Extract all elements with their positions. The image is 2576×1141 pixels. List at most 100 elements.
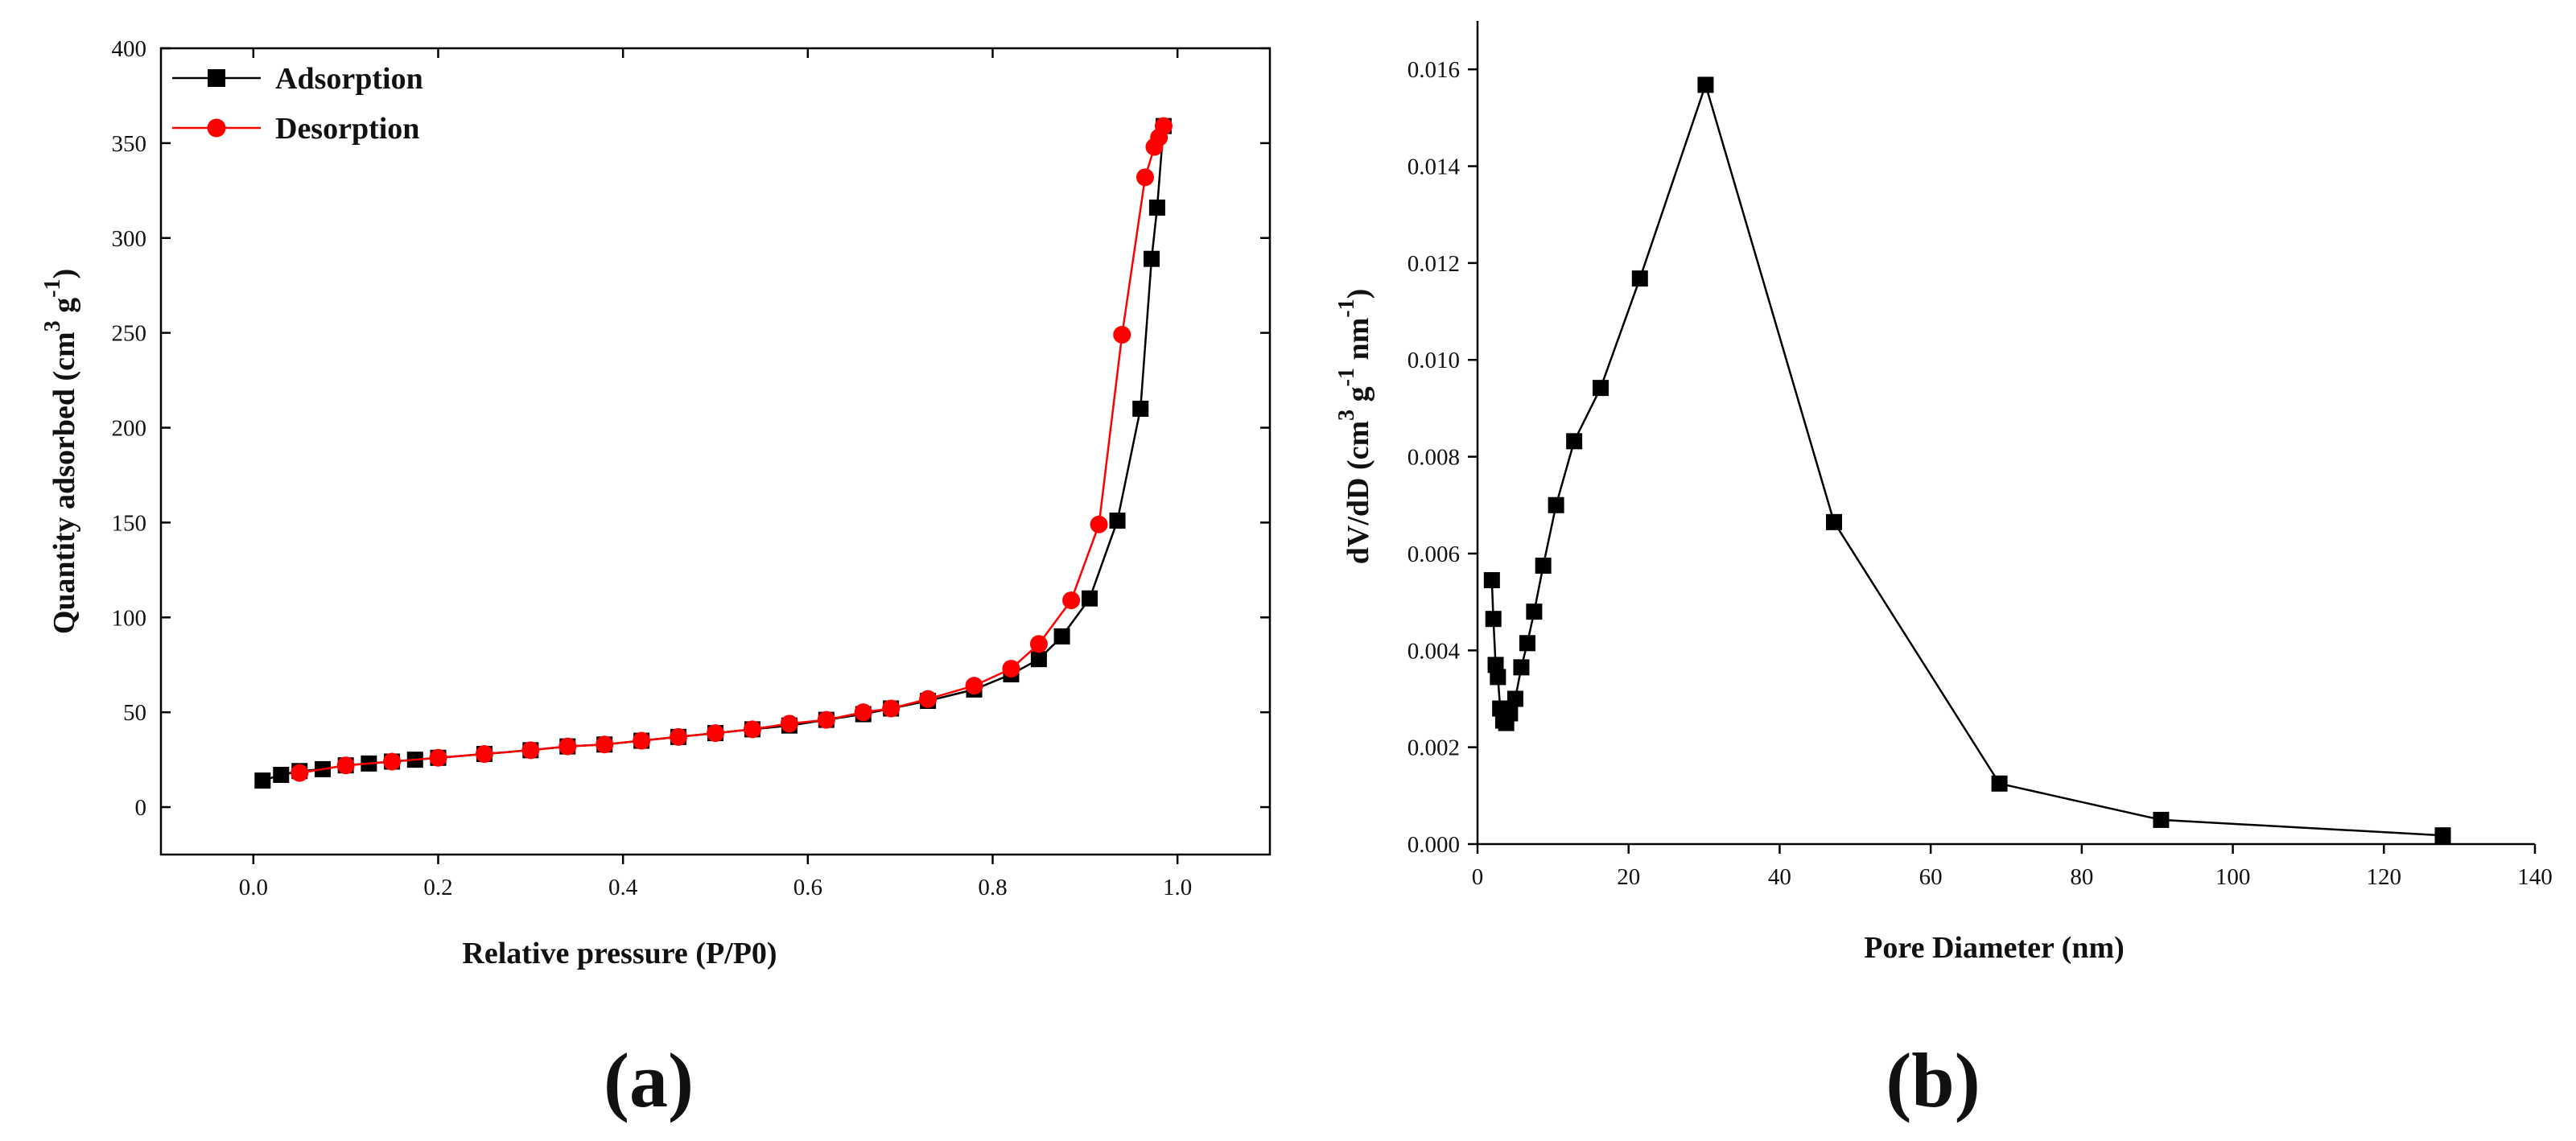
ticks-b: 0 20 40 60 80 100 120 140 0.000 0.002 0.004 0.006 0.…: [1408, 57, 2553, 890]
data-point: [1697, 76, 1714, 93]
legend-desorption-label: Desorption: [275, 112, 419, 146]
data-point: [707, 724, 724, 743]
data-point: [1490, 669, 1506, 686]
data-point: [1487, 657, 1504, 673]
data-point: [2434, 827, 2451, 844]
data-point: [273, 766, 290, 783]
data-point: [919, 690, 938, 708]
data-point: [1519, 635, 1535, 652]
x-tick-label: 20: [1617, 864, 1640, 890]
y-axis-title-b: dV/dD (cm3 g-1 nm-1): [1334, 289, 1375, 565]
legend: Adsorption Desorption: [172, 62, 423, 146]
data-point: [1082, 590, 1098, 607]
y-tick-label: 0.000: [1408, 832, 1460, 858]
data-point: [2153, 811, 2170, 828]
data-point: [1148, 200, 1165, 216]
data-point: [1154, 117, 1173, 135]
data-point: [1991, 775, 2008, 792]
data-point: [1485, 611, 1502, 628]
pore-size-distribution-chart: 0 20 40 60 80 100 120 140 0.000 0.002 0.004 0.006 0.…: [1334, 21, 2553, 1123]
series-line-pore-size-distribution: [1490, 81, 2443, 837]
x-tick-label: 100: [2215, 864, 2251, 890]
data-point: [965, 677, 983, 695]
x-tick-label: 0: [1472, 864, 1484, 890]
x-tick-label: 1.0: [1163, 875, 1192, 900]
x-tick-label: 0.8: [978, 875, 1007, 900]
x-tick-label: 0.6: [793, 875, 822, 900]
data-point: [882, 699, 901, 718]
x-tick-label: 80: [2070, 864, 2093, 890]
x-tick-label: 0.0: [239, 875, 268, 900]
y-tick-label: 0.016: [1408, 57, 1460, 83]
data-point: [475, 745, 493, 764]
x-tick-label: 60: [1919, 864, 1943, 890]
plot-frame-a: [159, 47, 1272, 856]
data-point: [1144, 250, 1160, 267]
data-point: [1631, 270, 1648, 287]
data-point: [1053, 628, 1070, 645]
data-point: [817, 711, 835, 729]
data-point: [1136, 168, 1154, 187]
x-tick-label: 0.4: [608, 875, 638, 900]
data-point: [780, 715, 798, 733]
data-point: [1030, 651, 1047, 668]
data-point: [1002, 659, 1020, 678]
y-tick-label: 200: [112, 416, 147, 442]
data-point: [1090, 515, 1108, 533]
data-point: [743, 720, 761, 739]
y-axis-title-a: Quantity adsorbed (cm3 g-1): [40, 269, 81, 634]
legend-desorption-marker: [207, 118, 226, 138]
y-tick-label: 0.006: [1408, 542, 1460, 567]
x-axis-title-a: Relative pressure (P/P0): [462, 937, 777, 970]
data-point: [1506, 690, 1523, 707]
x-tick-label: 0.2: [423, 875, 452, 900]
data-point: [1483, 572, 1500, 589]
ticks-a: 0.0 0.2 0.4 0.6 0.8 1.0 0 50 100 150 200 250 300 350 4…: [112, 36, 1270, 900]
y-tick-label: 0.014: [1408, 154, 1461, 180]
x-axis-title-b: Pore Diameter (nm): [1864, 931, 2125, 965]
data-point: [558, 737, 577, 756]
data-point: [1062, 591, 1081, 610]
data-point: [633, 731, 651, 750]
y-tick-label: 50: [123, 700, 146, 726]
panel-label-b: (b): [1886, 1037, 1980, 1123]
adsorption-isotherm-chart: 0.0 0.2 0.4 0.6 0.8 1.0 0 50 100 150 200 250 300 350 4…: [40, 36, 1272, 1123]
data-point: [670, 727, 688, 746]
y-tick-label: 250: [112, 321, 147, 347]
data-point: [1513, 659, 1530, 676]
data-point: [1029, 635, 1048, 653]
y-tick-label: 100: [112, 605, 147, 631]
y-tick-label: 300: [112, 226, 147, 252]
data-point: [1826, 513, 1843, 530]
y-tick-label: 0.012: [1408, 251, 1460, 277]
data-point: [1535, 557, 1552, 574]
x-tick-label: 40: [1768, 864, 1791, 890]
y-tick-label: 0.008: [1408, 445, 1460, 471]
y-tick-label: 0.010: [1408, 348, 1460, 373]
data-point: [383, 752, 402, 771]
y-tick-label: 0: [135, 795, 147, 821]
data-point: [854, 703, 872, 722]
data-point: [254, 772, 271, 789]
legend-adsorption-marker: [208, 69, 225, 87]
data-point: [1113, 326, 1131, 344]
series-a: [254, 117, 1173, 789]
data-point: [1592, 380, 1609, 397]
x-tick-label: 120: [2367, 864, 2402, 890]
y-tick-label: 150: [112, 510, 147, 536]
data-point: [429, 748, 447, 767]
y-tick-label: 400: [112, 36, 147, 62]
data-point: [521, 741, 540, 760]
data-point: [1548, 496, 1564, 513]
series-line-desorption: [299, 126, 1165, 774]
data-point: [336, 756, 355, 775]
series-b: [1483, 76, 2451, 844]
y-tick-label: 0.002: [1408, 735, 1460, 761]
data-point: [1566, 433, 1583, 450]
data-point: [596, 735, 614, 754]
y-tick-label: 0.004: [1408, 638, 1461, 664]
panel-label-a: (a): [604, 1037, 694, 1123]
series-line-adsorption: [262, 126, 1165, 782]
legend-adsorption-label: Adsorption: [275, 62, 423, 96]
